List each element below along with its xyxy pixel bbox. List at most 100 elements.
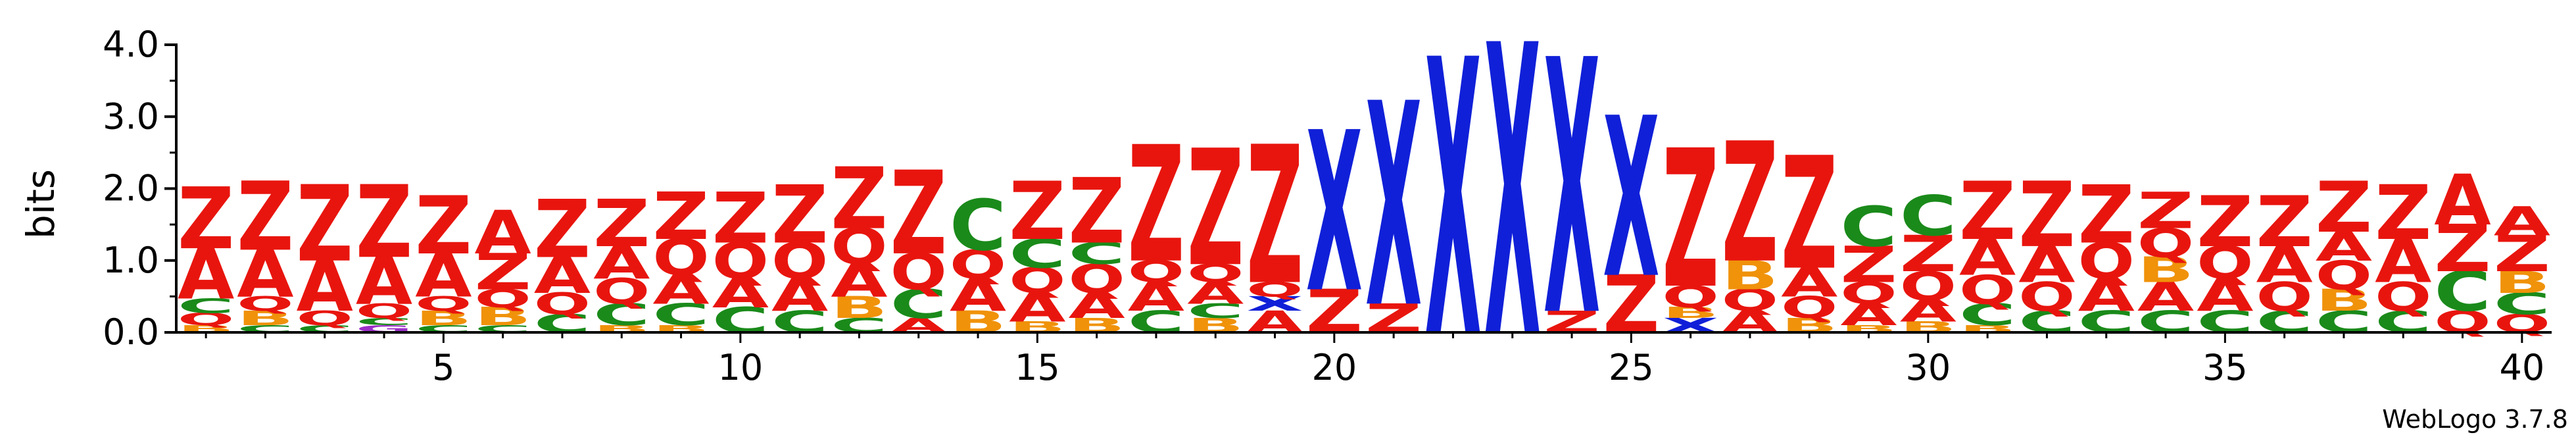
logo-column: ZX (1306, 86, 1363, 347)
glyph-a: A (297, 246, 353, 328)
glyph-q: Q (475, 284, 531, 313)
glyph-c: C (652, 297, 709, 332)
glyph-q: Q (297, 307, 353, 330)
glyph-x: X (1424, 0, 1481, 422)
glyph-a: A (652, 267, 710, 313)
glyph-q: Q (593, 272, 650, 313)
weblogo-credit: WebLogo 3.7.8 (2382, 405, 2568, 434)
glyph-z: Z (771, 168, 828, 261)
glyph-q: Q (415, 292, 472, 316)
glyph-z: Z (1781, 124, 1837, 304)
glyph-q: Q (356, 299, 412, 323)
glyph-z: Z (356, 165, 412, 281)
glyph-c: C (593, 297, 650, 332)
glyph-q: Q (890, 244, 947, 301)
glyph-q: Q (1959, 267, 2016, 313)
glyph-a: A (950, 269, 1007, 322)
logo-column: X (1424, 0, 1481, 422)
glyph-z: Z (1069, 160, 1125, 265)
glyph-z: Z (1959, 165, 2016, 258)
y-tick-label: 4.0 (103, 24, 159, 65)
logo-column: ZX (1543, 0, 1600, 394)
glyph-a: A (712, 271, 769, 317)
glyph-q: Q (237, 292, 293, 316)
glyph-q: Q (1246, 278, 1303, 301)
glyph-z: Z (831, 150, 887, 249)
glyph-x: X (1306, 86, 1363, 342)
glyph-z: Z (1900, 224, 1956, 283)
glyph-a: A (1900, 294, 1956, 329)
glyph-z: Z (1246, 107, 1303, 328)
y-tick-label: 0.0 (103, 311, 159, 353)
glyph-stacks: BQCAZCBQAZCQAZGCQAZCBQAZCBQZACQAZBCQAZBC… (178, 0, 2551, 426)
glyph-z: Z (593, 186, 650, 262)
axes: 0.0 1.0 2.0 3.0 4.0 5 10 15 20 25 30 35 40 (103, 24, 2552, 388)
glyph-c: C (890, 281, 947, 328)
glyph-q: Q (2078, 233, 2135, 291)
glyph-a: A (771, 269, 829, 322)
glyph-q: Q (1840, 276, 1897, 311)
glyph-b: B (831, 290, 887, 325)
glyph-a: A (1781, 260, 1838, 306)
glyph-c: C (356, 316, 412, 328)
y-axis-label: bits (18, 169, 63, 239)
glyph-c: C (1840, 195, 1897, 259)
glyph-q: Q (831, 219, 887, 276)
glyph-x: X (1484, 0, 1541, 426)
glyph-a: A (415, 242, 472, 311)
x-ticks: 5 10 15 20 25 30 35 40 (205, 332, 2544, 388)
glyph-a: A (831, 255, 888, 307)
glyph-q: Q (1128, 254, 1184, 289)
glyph-x: X (1603, 71, 1659, 327)
glyph-b: B (1663, 304, 1719, 321)
logo-column: ZX (1603, 71, 1659, 351)
glyph-z: Z (2078, 168, 2135, 261)
glyph-z: Z (1009, 165, 1065, 258)
glyph-z: Z (2494, 224, 2550, 283)
glyph-q: Q (178, 309, 234, 329)
glyph-z: Z (237, 162, 293, 272)
glyph-z: Z (890, 147, 947, 281)
glyph-q: Q (2197, 238, 2253, 290)
glyph-b: B (2494, 265, 2550, 300)
glyph-x: X (1543, 0, 1600, 394)
glyph-c: C (1187, 299, 1244, 323)
glyph-c: C (1009, 231, 1065, 278)
x-tick-label: 40 (2499, 347, 2544, 388)
glyph-a: A (1069, 286, 1126, 326)
glyph-c: C (950, 186, 1006, 267)
glyph-q: Q (2256, 274, 2313, 321)
glyph-z: Z (652, 179, 709, 255)
x-tick-label: 20 (1311, 347, 1357, 388)
glyph-a: A (475, 199, 532, 269)
x-tick-label: 10 (717, 347, 763, 388)
glyph-a: A (2494, 199, 2551, 245)
glyph-q: Q (2375, 274, 2431, 321)
glyph-z: Z (1840, 236, 1897, 294)
x-tick-label: 35 (2202, 347, 2248, 388)
x-tick-label: 5 (432, 347, 454, 388)
